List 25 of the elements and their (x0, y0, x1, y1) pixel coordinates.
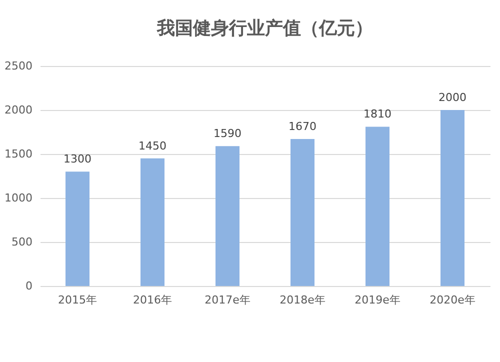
bar (440, 110, 464, 286)
x-tick-label: 2019e年 (354, 294, 400, 306)
x-tick-label: 2018e年 (280, 294, 326, 306)
bar (140, 158, 164, 286)
data-label: 1670 (288, 120, 316, 134)
data-label: 1810 (364, 108, 392, 121)
data-label: 1590 (214, 127, 242, 140)
bar (290, 139, 314, 286)
bar (366, 126, 390, 286)
y-tick-label: 1000 (4, 192, 32, 204)
y-tick-label: 0 (26, 280, 32, 292)
y-tick-label: 1500 (4, 148, 32, 160)
y-tick-label: 2000 (4, 104, 32, 116)
x-tick-label: 2017e年 (204, 294, 250, 306)
chart-title: 我国健身行业产值（亿元） (156, 18, 373, 39)
data-label: 2000 (438, 91, 466, 104)
x-tick-label: 2020e年 (430, 294, 476, 306)
data-label: 1300 (64, 152, 92, 166)
y-tick-label: 500 (12, 236, 32, 248)
data-label: 1450 (138, 139, 166, 152)
bar (216, 146, 240, 286)
x-tick-label: 2016年 (133, 294, 172, 306)
bar (66, 172, 90, 286)
y-tick-label: 2500 (4, 60, 32, 72)
x-tick-label: 2015年 (58, 294, 97, 306)
